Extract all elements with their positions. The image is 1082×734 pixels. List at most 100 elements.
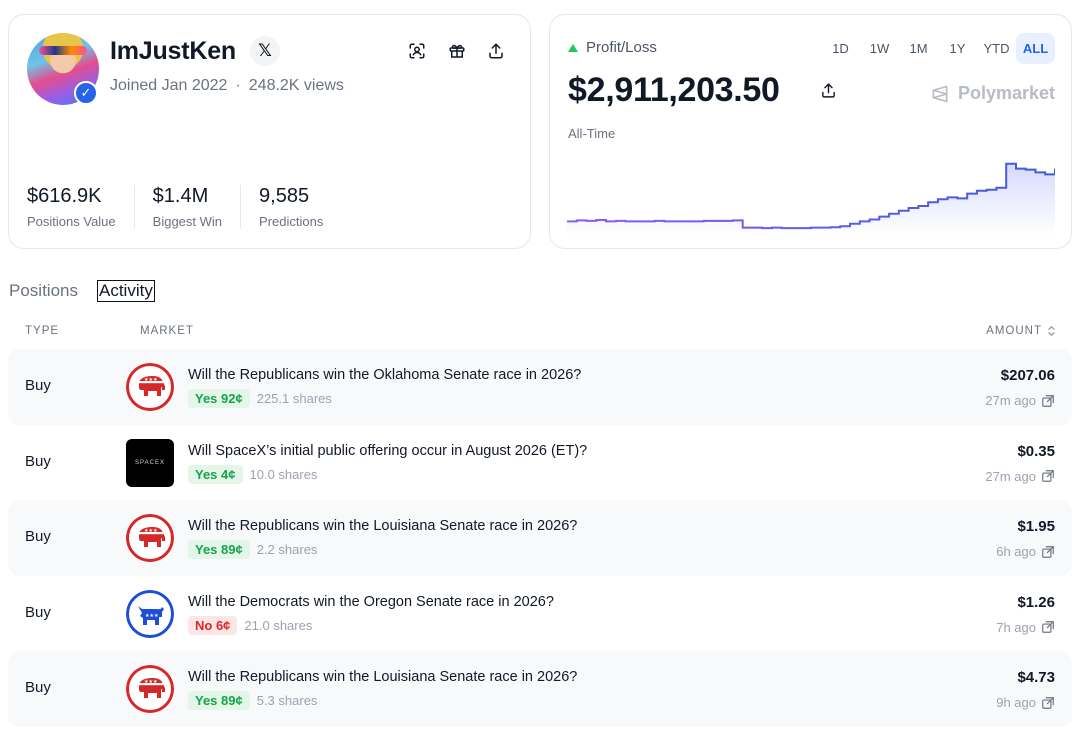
share-count: 5.3 shares [256, 693, 318, 708]
row-amount: $207.06 [1000, 367, 1055, 384]
share-count: 10.0 shares [249, 466, 318, 482]
brand-name: Polymarket [957, 83, 1055, 103]
share-count: 2.2 shares [256, 542, 318, 557]
table-row[interactable]: Buy SPACEX Will SpaceX’s initial public … [8, 425, 1072, 501]
stat-label: Biggest Win [152, 214, 223, 229]
avatar[interactable] [27, 33, 99, 105]
external-link-icon[interactable] [1041, 545, 1055, 559]
svg-text:★★★: ★★★ [144, 528, 158, 534]
tab-activity[interactable]: Activity [96, 280, 155, 302]
row-amount: $0.35 [1017, 442, 1055, 460]
spacex-logo: SPACEX [126, 438, 174, 487]
meta-separator: · [235, 77, 241, 94]
external-link-icon[interactable] [1041, 394, 1055, 408]
row-type: Buy [25, 528, 51, 545]
range-ytd[interactable]: YTD [983, 41, 1010, 56]
x-twitter-icon[interactable]: 𝕏 [250, 36, 280, 66]
row-time: 6h ago [996, 544, 1055, 559]
activity-tabs: Positions Activity [8, 280, 155, 302]
sort-icon [1048, 326, 1055, 336]
verified-badge-icon: ✓ [74, 81, 98, 105]
market-title[interactable]: Will the Republicans win the Louisiana S… [188, 518, 578, 534]
profit-loss-card: Profit/Loss 1D 1W 1M 1Y YTD ALL $2,911,2… [549, 14, 1072, 249]
stat-predictions: 9,585 Predictions [259, 185, 341, 229]
market-title[interactable]: Will SpaceX’s initial public offering oc… [188, 442, 588, 459]
table-row[interactable]: Buy ★★★ Will the Republicans win the Lou… [8, 651, 1072, 727]
row-type: Buy [25, 679, 51, 696]
outcome-badge: Yes 4¢ [188, 464, 243, 484]
range-1y[interactable]: 1Y [949, 41, 966, 56]
pnl-value: $2,911,203.50 [568, 71, 780, 109]
row-type: Buy [25, 603, 51, 621]
row-outcome: No 6¢ 21.0 shares [188, 615, 313, 635]
external-link-icon[interactable] [1041, 469, 1055, 483]
svg-text:★★★: ★★★ [144, 377, 158, 383]
column-amount-label: AMOUNT [986, 325, 1042, 337]
row-time: 9h ago [996, 695, 1055, 710]
pnl-label-text: Profit/Loss [586, 39, 657, 56]
column-market: MARKET [140, 325, 194, 337]
username: ImJustKen [110, 37, 237, 65]
republican-elephant-icon: ★★★ [126, 665, 174, 713]
market-title[interactable]: Will the Republicans win the Louisiana S… [188, 669, 578, 685]
row-time: 27m ago [985, 469, 1055, 484]
range-all[interactable]: ALL [1016, 33, 1055, 64]
share-icon[interactable] [485, 40, 507, 62]
pnl-area [567, 163, 1055, 235]
stat-label: Predictions [259, 214, 324, 229]
gift-icon[interactable] [446, 40, 468, 62]
table-row[interactable]: Buy ★★★ Will the Republicans win the Okl… [8, 349, 1072, 425]
row-amount: $1.95 [1017, 518, 1055, 535]
row-type: Buy [25, 377, 51, 394]
pnl-line [567, 162, 1055, 230]
time-text: 27m ago [985, 468, 1036, 484]
market-title[interactable]: Will the Republicans win the Oklahoma Se… [188, 367, 582, 383]
pnl-chart [567, 162, 1055, 235]
row-outcome: Yes 92¢ 225.1 shares [188, 389, 332, 408]
outcome-badge: Yes 92¢ [188, 389, 250, 408]
outcome-badge: Yes 89¢ [188, 691, 250, 710]
range-1d[interactable]: 1D [832, 41, 849, 56]
row-outcome: Yes 89¢ 5.3 shares [188, 691, 317, 710]
column-amount[interactable]: AMOUNT [986, 325, 1056, 337]
scan-face-icon[interactable] [406, 40, 428, 62]
row-amount: $4.73 [1017, 669, 1055, 686]
time-text: 9h ago [996, 695, 1036, 710]
table-header: TYPE MARKET AMOUNT [8, 325, 1072, 341]
time-range-selector: 1D 1W 1M 1Y YTD ALL [821, 33, 1055, 64]
trend-up-icon [568, 43, 578, 52]
profile-stats: $616.9K Positions Value $1.4M Biggest Wi… [27, 185, 359, 229]
tab-positions[interactable]: Positions [9, 281, 78, 300]
stat-value: 9,585 [259, 185, 310, 207]
view-count: 248.2K views [248, 77, 344, 94]
range-1w[interactable]: 1W [869, 41, 890, 56]
time-text: 27m ago [985, 393, 1036, 408]
pnl-share-icon[interactable] [820, 82, 838, 100]
row-amount: $1.26 [1017, 593, 1055, 611]
column-type: TYPE [25, 325, 60, 337]
outcome-badge: Yes 89¢ [188, 540, 250, 559]
external-link-icon[interactable] [1041, 696, 1055, 710]
row-outcome: Yes 89¢ 2.2 shares [188, 540, 317, 559]
time-text: 7h ago [996, 619, 1036, 635]
time-text: 6h ago [996, 544, 1036, 559]
table-row[interactable]: Buy ★★★ Will the Republicans win the Lou… [8, 500, 1072, 576]
profile-card: ✓ ImJustKen 𝕏 Joined Jan 2022 · 248.2K vie… [8, 14, 531, 249]
row-outcome: Yes 4¢ 10.0 shares [188, 464, 318, 484]
stat-value: $616.9K [27, 185, 102, 207]
share-count: 225.1 shares [256, 391, 332, 406]
activity-list: Buy ★★★ Will the Republicans win the Okl… [8, 349, 1072, 727]
table-row[interactable]: Buy ★★★ Will the Democrats win the Orego… [8, 576, 1072, 652]
republican-elephant-icon: ★★★ [126, 514, 174, 562]
stat-biggest-win: $1.4M Biggest Win [152, 185, 242, 229]
outcome-badge: No 6¢ [188, 615, 238, 635]
market-title[interactable]: Will the Democrats win the Oregon Senate… [188, 593, 554, 610]
row-time: 27m ago [985, 393, 1055, 408]
republican-elephant-icon: ★★★ [126, 363, 174, 411]
profile-meta: Joined Jan 2022 · 248.2K views [110, 77, 344, 95]
spacex-logo-text: SPACEX [135, 459, 165, 466]
external-link-icon[interactable] [1041, 620, 1055, 634]
stat-label: Positions Value [27, 214, 116, 229]
share-count: 21.0 shares [244, 617, 313, 633]
range-1m[interactable]: 1M [909, 41, 928, 56]
